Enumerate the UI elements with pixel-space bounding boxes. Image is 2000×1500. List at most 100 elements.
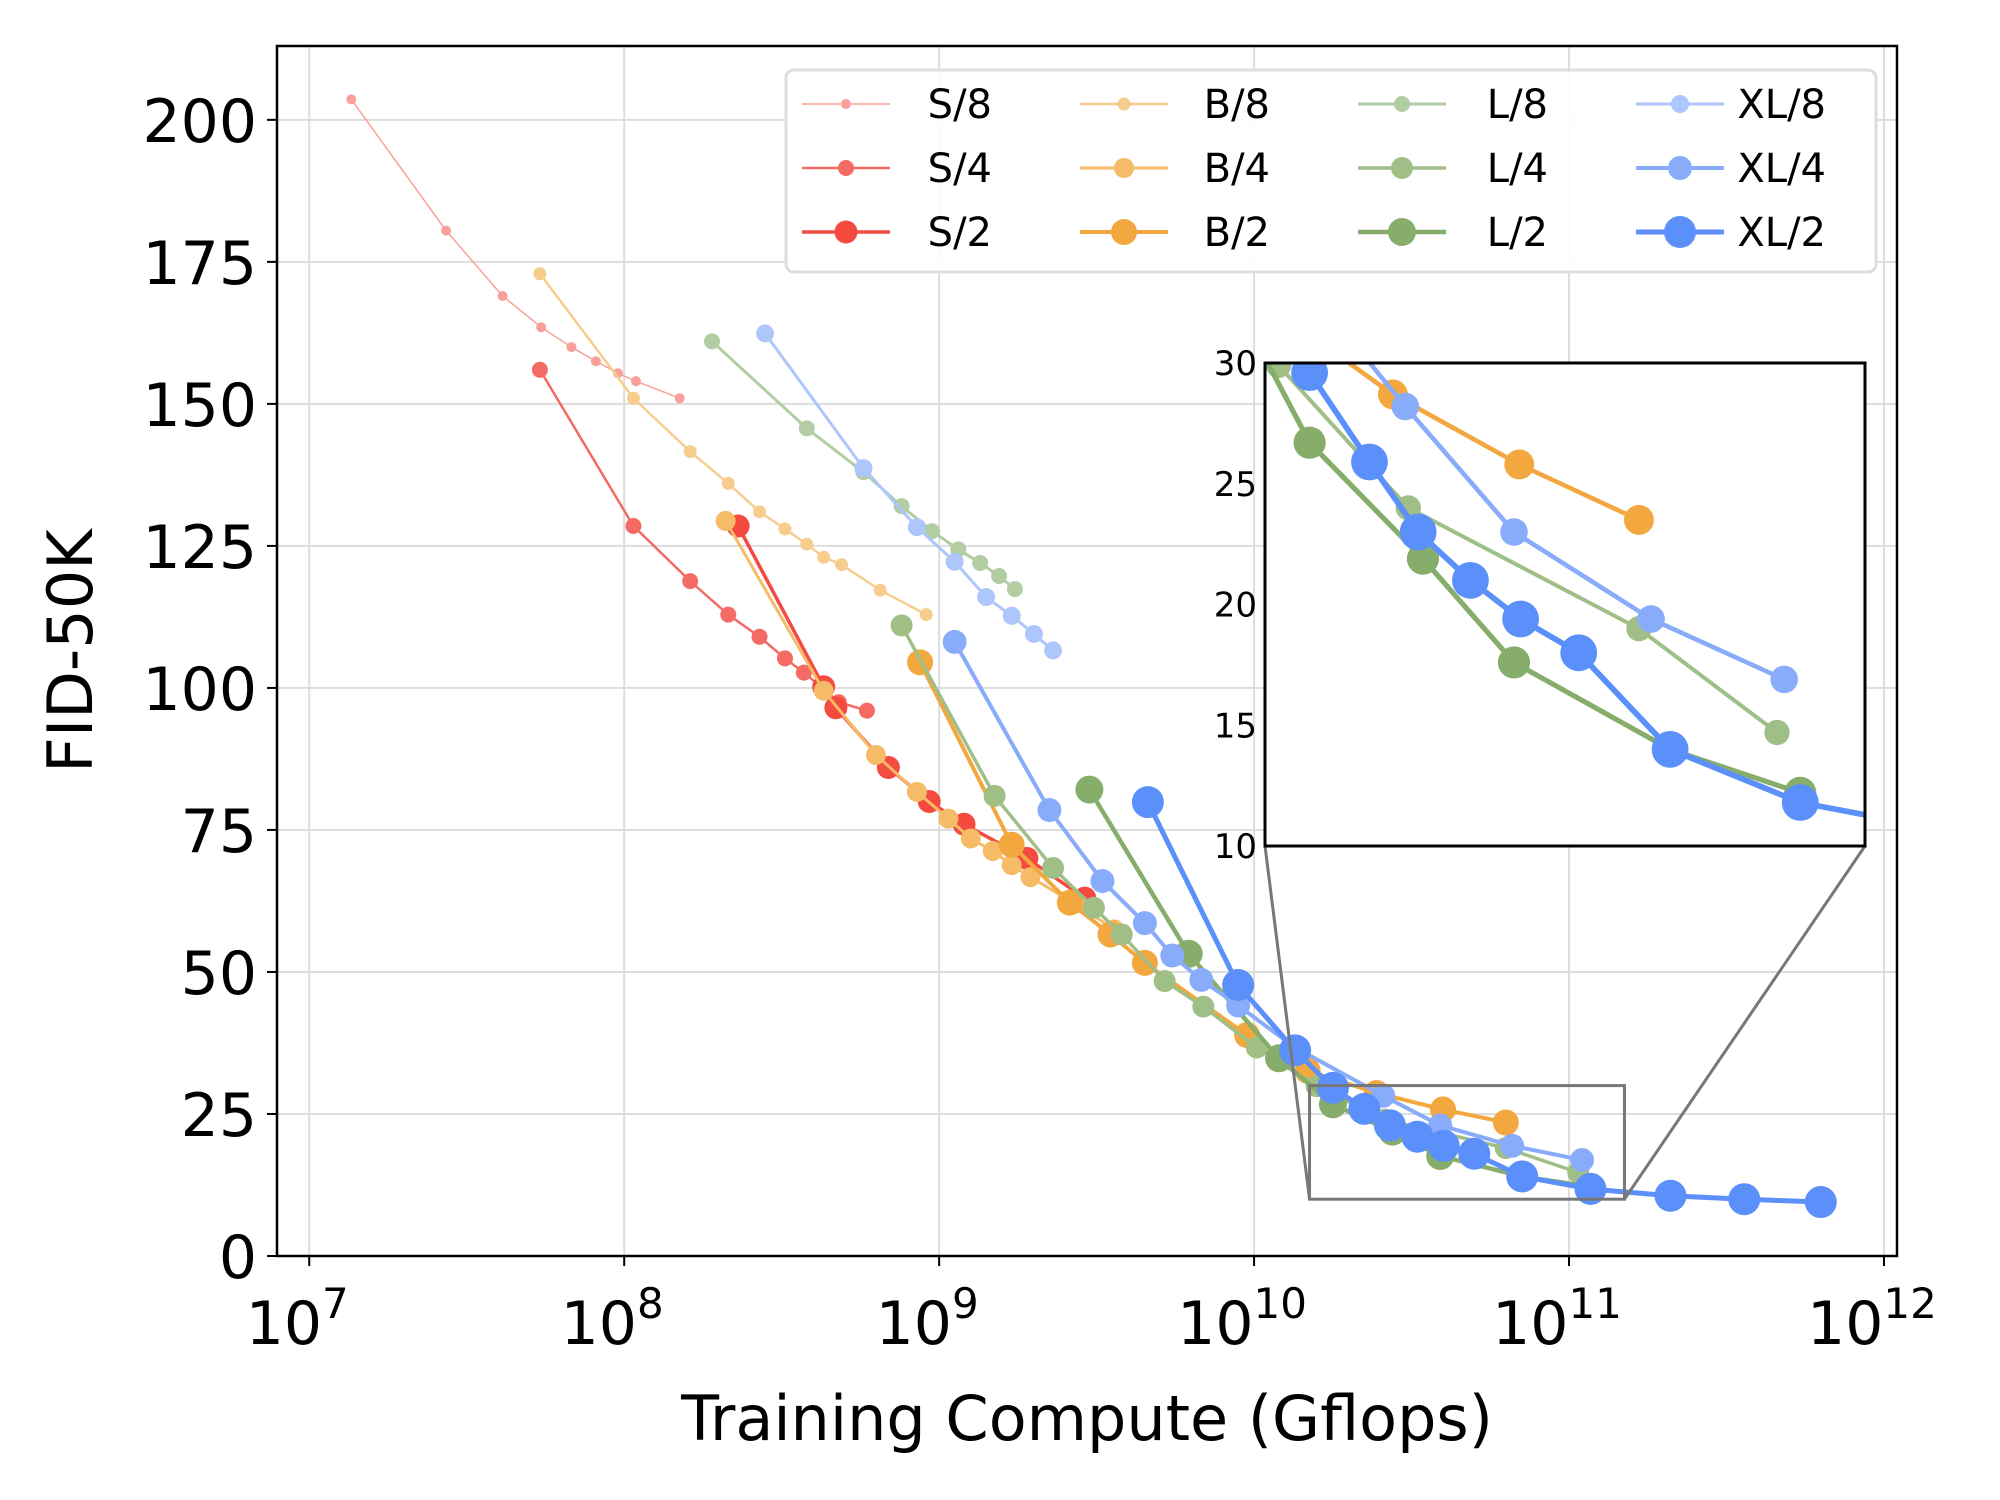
data-point — [1452, 561, 1489, 599]
data-point — [1115, 9, 1143, 37]
data-point — [626, 391, 640, 405]
legend-item-s-2: S/2 — [802, 210, 992, 256]
x-tick-label: 107 — [246, 1279, 349, 1359]
data-point — [982, 840, 1003, 861]
series-line — [350, 98, 680, 399]
legend-label: L/8 — [1487, 82, 1548, 128]
legend-marker — [834, 220, 858, 244]
series-xl-2 — [1131, 786, 1837, 1219]
data-point — [1189, 967, 1214, 992]
legend-label: XL/2 — [1737, 210, 1826, 256]
x-tick-label: 108 — [561, 1279, 664, 1359]
y-tick-label: 150 — [142, 371, 257, 441]
legend-label: XL/4 — [1737, 146, 1826, 192]
y-tick-label: 75 — [181, 797, 257, 867]
data-point — [977, 588, 996, 607]
data-point — [1020, 867, 1041, 888]
legend-item-s-4: S/4 — [802, 146, 992, 192]
data-point — [1279, 1034, 1312, 1067]
legend-item-xl-2: XL/2 — [1636, 210, 1826, 256]
data-point — [703, 333, 720, 350]
legend-item-b-2: B/2 — [1080, 210, 1270, 256]
data-point — [630, 376, 641, 387]
data-point — [590, 356, 601, 367]
data-point — [674, 393, 685, 404]
data-point — [873, 583, 887, 597]
series-b-4 — [715, 510, 1125, 940]
data-point — [1570, 1147, 1595, 1172]
legend-label: XL/8 — [1737, 82, 1826, 128]
legend-label: L/4 — [1487, 146, 1548, 192]
data-point — [1160, 943, 1185, 968]
legend-marker — [841, 99, 851, 109]
x-tick-label: 1010 — [1177, 1279, 1307, 1359]
data-point — [972, 554, 989, 571]
data-point — [1001, 855, 1022, 876]
data-point — [1781, 784, 1819, 821]
data-point — [1651, 731, 1689, 768]
data-point — [1222, 969, 1255, 1002]
legend-item-xl-8: XL/8 — [1636, 82, 1826, 128]
data-point — [945, 552, 964, 571]
data-point — [1623, 505, 1654, 535]
legend-item-xl-4: XL/4 — [1636, 146, 1826, 192]
zoom-connector-line — [1263, 845, 1312, 1200]
data-point — [1002, 606, 1021, 625]
data-point — [751, 628, 768, 645]
legend-label: B/8 — [1204, 82, 1270, 128]
legend-marker — [1111, 219, 1137, 245]
data-point — [778, 522, 792, 536]
inset-y-tick-label: 25 — [1214, 465, 1257, 505]
data-point — [1497, 646, 1531, 679]
series-group — [346, 94, 1837, 1219]
legend-box — [784, 68, 1878, 274]
data-point — [960, 828, 981, 849]
data-point — [1406, 542, 1440, 575]
legend-label: S/8 — [928, 82, 992, 128]
data-point — [893, 498, 910, 515]
data-point — [566, 342, 577, 353]
data-point — [1131, 786, 1164, 819]
data-point — [1351, 443, 1388, 481]
data-point — [1192, 995, 1215, 1018]
data-point — [1391, 392, 1420, 421]
series-line — [1345, 363, 1640, 523]
data-point — [1500, 518, 1528, 546]
data-point — [1506, 1160, 1539, 1193]
y-tick-label: 175 — [142, 229, 257, 299]
data-point — [1050, 15, 1075, 40]
legend-marker — [1114, 158, 1134, 178]
data-point — [1024, 624, 1043, 643]
data-point — [346, 94, 357, 105]
series-line — [1366, 363, 1786, 682]
y-tick-label: 100 — [142, 655, 257, 725]
data-point — [1006, 581, 1023, 598]
legend-label: B/2 — [1204, 210, 1270, 256]
series-line — [538, 369, 868, 712]
legend-label: L/2 — [1487, 210, 1548, 256]
data-point — [1770, 665, 1798, 694]
data-point — [919, 608, 933, 622]
data-point — [835, 558, 849, 572]
legend-item-b-8: B/8 — [1080, 82, 1270, 128]
x-axis-ticks: 107 108 109 1010 1011 1012 — [246, 1256, 1937, 1359]
series-xl-4-inset — [1115, 9, 1798, 694]
zoom-connector-line — [1623, 845, 1867, 1201]
data-point — [817, 550, 831, 564]
data-point — [715, 510, 736, 531]
inset-plot: 10 15 20 25 30 — [1050, 9, 1971, 867]
data-point — [753, 505, 767, 519]
legend-item-l-2: L/2 — [1358, 210, 1548, 256]
data-point — [1044, 641, 1063, 660]
legend-item-s-8: S/8 — [802, 82, 992, 128]
y-tick-label: 50 — [181, 939, 257, 1009]
series-line — [1274, 363, 1779, 735]
data-point — [531, 361, 548, 378]
data-point — [854, 459, 873, 478]
inset-y-tick-label: 30 — [1214, 344, 1257, 384]
data-point — [776, 650, 793, 667]
data-point — [1373, 1109, 1406, 1142]
data-point — [1934, 813, 1971, 850]
x-axis-label: Training Compute (Gflops) — [680, 1382, 1493, 1455]
